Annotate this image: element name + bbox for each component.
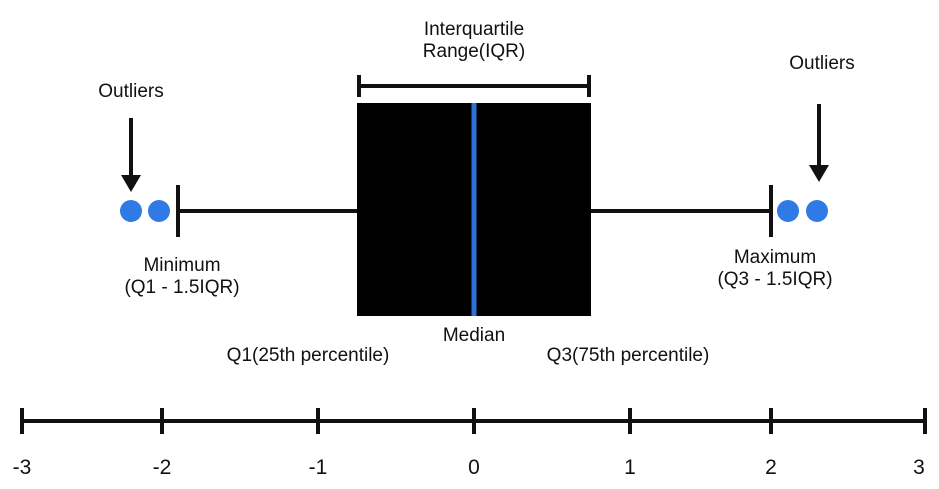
- minimum-label-line1: Minimum: [143, 255, 221, 276]
- minimum-label: Minimum (Q1 - 1.5IQR): [92, 255, 272, 299]
- outlier-point: [120, 200, 142, 222]
- maximum-label-line1: Maximum: [733, 247, 817, 268]
- iqr-label-line2: Range(IQR): [422, 41, 526, 62]
- outlier-point: [777, 200, 799, 222]
- outlier-arrow-left: [121, 118, 141, 192]
- axis-tick-label: -3: [12, 456, 32, 479]
- outlier-point: [148, 200, 170, 222]
- iqr-label-line1: Interquartile: [423, 19, 525, 40]
- minimum-label-line2: (Q1 - 1.5IQR): [124, 277, 240, 298]
- axis-tick-label: -1: [308, 456, 328, 479]
- axis-tick-label: 3: [913, 456, 925, 479]
- maximum-label-line2: (Q3 - 1.5IQR): [717, 269, 833, 290]
- axis-tick-label: 1: [624, 456, 636, 479]
- iqr-bracket: [357, 75, 591, 97]
- outliers-right-label: Outliers: [789, 53, 855, 74]
- number-line: [20, 408, 927, 434]
- axis-tick-label: 2: [765, 456, 777, 479]
- outliers-left-label: Outliers: [98, 81, 164, 102]
- outlier-arrow-right: [809, 104, 829, 182]
- q1-label: Q1(25th percentile): [226, 345, 390, 366]
- axis-tick-label: 0: [468, 456, 480, 479]
- maximum-label: Maximum (Q3 - 1.5IQR): [685, 247, 865, 291]
- median-label: Median: [442, 325, 506, 346]
- outlier-point: [806, 200, 828, 222]
- axis-tick-label: -2: [152, 456, 172, 479]
- q3-label: Q3(75th percentile): [546, 345, 710, 366]
- iqr-label: Interquartile Range(IQR): [394, 19, 554, 63]
